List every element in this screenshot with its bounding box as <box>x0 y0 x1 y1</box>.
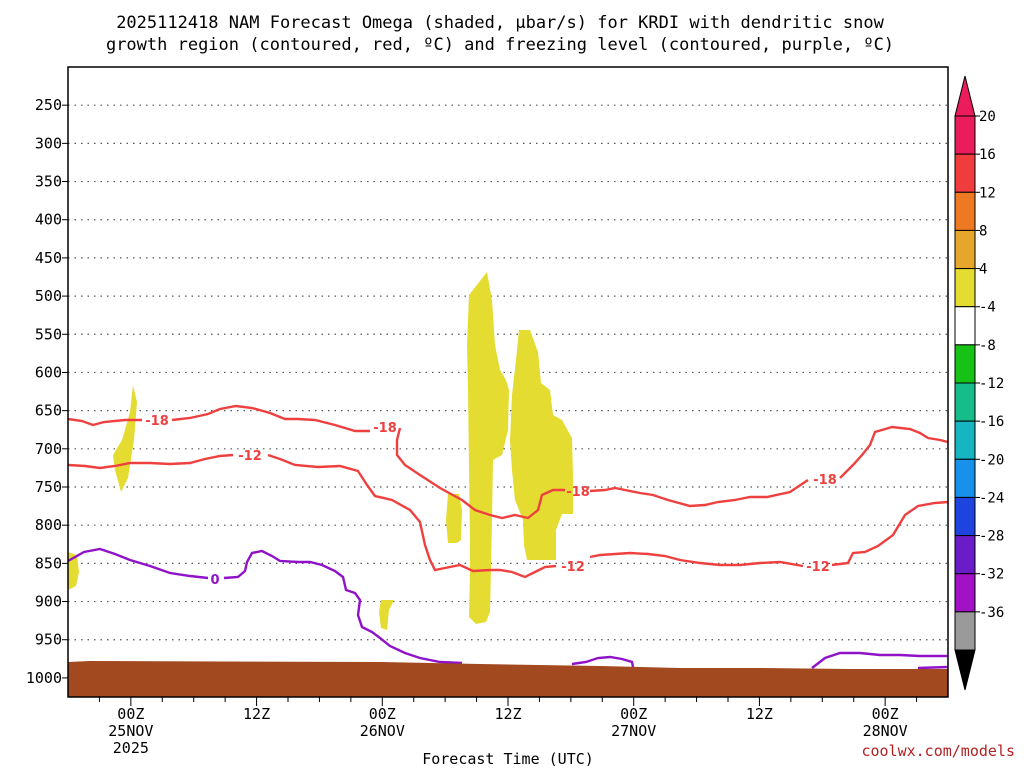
x-tick-year-0: 2025 <box>113 739 149 757</box>
chart-title-line2: growth region (contoured, red, ºC) and f… <box>106 35 894 55</box>
colorbar-swatch-1 <box>954 153 976 193</box>
y-tick-label-1000: 1000 <box>26 669 62 687</box>
dendritic-labels: -18 -18 -18 -18 -12 -12 -12 <box>145 414 837 575</box>
colorbar-label-12: -32 <box>979 567 1004 583</box>
omega-region-d <box>510 330 573 560</box>
terrain <box>68 661 948 697</box>
y-tick-label-950: 950 <box>35 631 62 649</box>
label-minus18-a: -18 <box>145 414 169 429</box>
colorbar-swatch-8 <box>954 420 976 460</box>
x-tick-date-0: 25NOV <box>108 722 153 740</box>
x-tick-label-5: 12Z <box>746 705 773 723</box>
x-tick-label-4: 00Z <box>620 705 647 723</box>
colorbar-swatch-10 <box>954 496 976 537</box>
label-minus18-b: -18 <box>373 421 397 436</box>
x-axis-label: Forecast Time (UTC) <box>422 750 594 768</box>
label-minus12-c: -12 <box>806 560 830 575</box>
omega-region-b <box>68 552 79 590</box>
omega-region-c <box>467 272 509 624</box>
x-tick-date-6: 28NOV <box>863 722 908 740</box>
y-tick-label-500: 500 <box>35 287 62 305</box>
colorbar-label-8: -16 <box>979 414 1004 430</box>
colorbar-label-2: 12 <box>979 185 996 201</box>
label-minus18-c: -18 <box>566 485 590 500</box>
contour-minus12-left <box>67 453 557 579</box>
chart-title-line1: 2025112418 NAM Forecast Omega (shaded, μ… <box>116 13 884 33</box>
y-tick-label-400: 400 <box>35 211 62 229</box>
y-tick-label-350: 350 <box>35 173 62 191</box>
x-tick-date-2: 26NOV <box>360 722 405 740</box>
colorbar-label-6: -8 <box>979 338 996 354</box>
colorbar-swatch-5 <box>954 306 976 346</box>
x-tick-label-6: 00Z <box>872 705 899 723</box>
colorbar-label-10: -24 <box>979 490 1004 506</box>
contour-minus12-right <box>589 500 949 568</box>
contour-minus18-left <box>67 404 370 433</box>
y-tick-label-700: 700 <box>35 440 62 458</box>
credit-text: coolwx.com/models <box>861 742 1015 760</box>
y-tick-label-250: 250 <box>35 96 62 114</box>
y-tick-label-750: 750 <box>35 478 62 496</box>
y-axis: 250 300 350 400 450 500 550 600 650 700 750 800 850 9… <box>26 96 68 687</box>
dendritic-contours <box>67 404 949 579</box>
plot-area <box>68 67 948 697</box>
y-tick-label-800: 800 <box>35 516 62 534</box>
colorbar-label-4: 4 <box>979 262 987 278</box>
x-tick-label-3: 12Z <box>494 705 521 723</box>
freezing-level-right <box>811 651 948 669</box>
colorbar-label-0: 20 <box>979 109 996 125</box>
omega-region-f <box>379 600 394 630</box>
colorbar-swatch-6 <box>954 344 976 384</box>
colorbar-label-3: 8 <box>979 223 987 239</box>
x-tick-label-1: 12Z <box>243 705 270 723</box>
colorbar-swatch-2 <box>954 191 976 231</box>
x-tick-label-0: 00Z <box>117 705 144 723</box>
omega-region-e <box>446 494 462 543</box>
label-freezing-0: 0 <box>210 573 219 588</box>
colorbar-label-13: -36 <box>979 605 1004 621</box>
colorbar-bottom-arrow <box>954 649 976 691</box>
colorbar-swatch-11 <box>954 535 976 575</box>
colorbar-swatch-0 <box>954 115 976 155</box>
contour-minus18-right <box>839 425 949 479</box>
freezing-level-edge <box>917 665 949 670</box>
colorbar-swatch-9 <box>954 458 976 498</box>
colorbar-swatch-7 <box>954 382 976 422</box>
freezing-level-mid <box>571 655 635 668</box>
y-tick-label-550: 550 <box>35 325 62 343</box>
colorbar: 20 16 12 8 4 -4 -8 -12 -16 -20 -24 -28 -32 -36 <box>954 75 1004 691</box>
colorbar-swatch-12 <box>954 573 976 613</box>
freezing-level-contours <box>67 547 949 670</box>
x-tick-label-2: 00Z <box>369 705 396 723</box>
colorbar-swatch-4 <box>954 268 976 308</box>
y-tick-label-450: 450 <box>35 249 62 267</box>
freezing-level-left <box>67 547 463 665</box>
colorbar-label-9: -20 <box>979 452 1004 468</box>
y-tick-label-900: 900 <box>35 593 62 611</box>
label-minus18-d: -18 <box>813 473 837 488</box>
colorbar-label-11: -28 <box>979 529 1004 545</box>
colorbar-swatch-3 <box>954 229 976 270</box>
colorbar-label-5: -4 <box>979 300 996 316</box>
colorbar-swatch-13 <box>954 611 976 651</box>
y-tick-label-600: 600 <box>35 363 62 381</box>
label-minus12-a: -12 <box>238 449 262 464</box>
y-tick-label-300: 300 <box>35 134 62 152</box>
x-tick-date-4: 27NOV <box>611 722 656 740</box>
colorbar-label-1: 16 <box>979 147 996 163</box>
colorbar-label-7: -12 <box>979 376 1004 392</box>
label-minus12-b: -12 <box>561 560 585 575</box>
contour-minus18-mid <box>395 427 809 520</box>
y-tick-label-650: 650 <box>35 402 62 420</box>
colorbar-top-arrow <box>954 75 976 117</box>
y-tick-label-850: 850 <box>35 554 62 572</box>
